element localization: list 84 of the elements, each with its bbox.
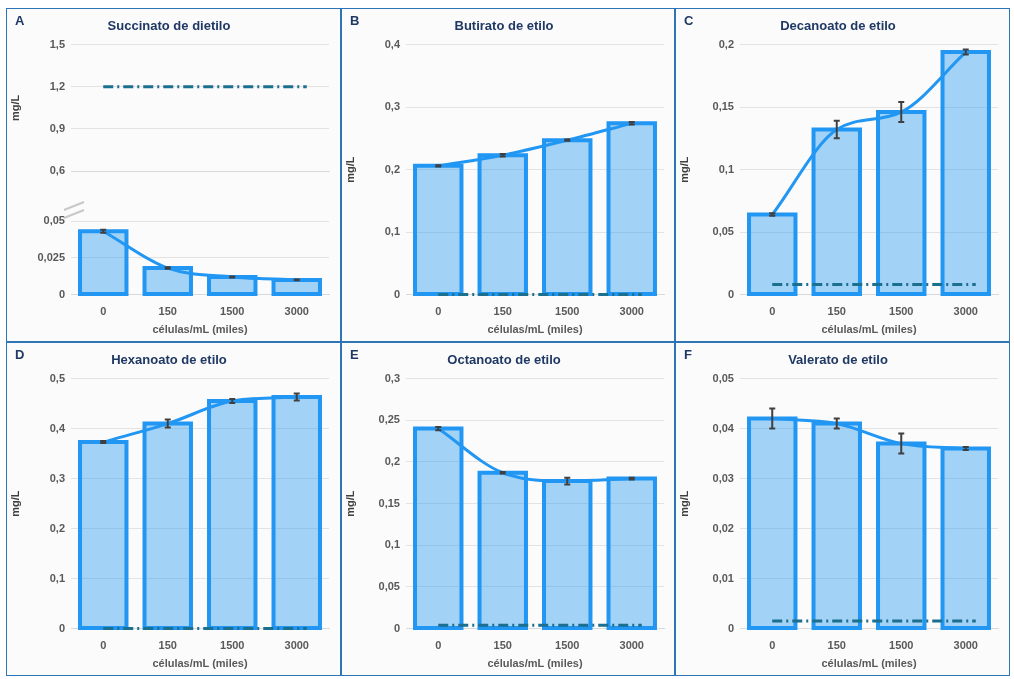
x-tick-label: 0: [434, 639, 441, 652]
chart-title: Hexanoato de etilo: [111, 352, 227, 368]
x-axis-title: células/mL (miles): [487, 323, 583, 336]
y-tick-label: 0: [728, 287, 735, 300]
y-tick-label: 0,05: [378, 579, 400, 592]
y-tick-label: 0: [58, 621, 65, 634]
x-tick-label: 150: [827, 639, 847, 652]
text: A: [15, 13, 25, 29]
x-axis-title: células/mL (miles): [152, 657, 248, 670]
x-tick-label: 3000: [953, 639, 979, 652]
y-tick-label: 0,01: [712, 571, 735, 584]
y-tick-label: 0,6: [49, 164, 65, 177]
y-tick-label: 0,1: [384, 225, 400, 238]
x-tick-label: 3000: [619, 305, 644, 318]
chart-title: Butirato de etilo: [454, 18, 554, 34]
text: D: [15, 347, 25, 363]
y-tick-label: 0,03: [712, 471, 735, 484]
y-tick-label: 0,4: [384, 37, 401, 50]
x-axis-title: células/mL (miles): [152, 323, 248, 336]
x-tick-label: 3000: [284, 305, 309, 318]
y-tick-label: 0,2: [719, 37, 735, 50]
y-tick-label: 0,5: [49, 371, 65, 384]
y-tick-label: 0,2: [384, 454, 400, 467]
y-axis-title: mg/L: [8, 94, 21, 121]
y-tick-label: 0,05: [43, 214, 65, 227]
chart-title: Decanoato de etilo: [780, 18, 897, 34]
y-tick-label: 1,5: [49, 37, 65, 50]
x-tick-label: 1500: [554, 305, 580, 318]
y-tick-label: 0,3: [384, 371, 400, 384]
y-tick-label: 0,2: [49, 521, 65, 534]
y-tick-label: 0,25: [378, 413, 400, 426]
x-tick-label: 0: [769, 305, 776, 318]
x-tick-label: 0: [769, 639, 776, 652]
y-tick-label: 0,05: [712, 225, 735, 238]
y-axis-title: mg/L: [677, 156, 690, 183]
x-tick-label: 0: [100, 639, 107, 652]
y-tick-label: 0,04: [712, 421, 736, 434]
y-tick-label: 0: [58, 287, 65, 300]
x-tick-label: 150: [158, 639, 177, 652]
text: B: [349, 13, 360, 29]
y-tick-label: 0,02: [712, 521, 735, 534]
x-tick-label: 150: [493, 305, 512, 318]
y-tick-label: 0: [393, 621, 400, 634]
chart-title: Succinato de dietilo: [107, 18, 231, 34]
x-tick-label: 1500: [220, 639, 245, 652]
text: F: [684, 347, 693, 363]
y-tick-label: 0,15: [378, 496, 400, 509]
text: C: [684, 13, 695, 29]
y-tick-label: 0,2: [384, 162, 400, 175]
y-tick-label: 0,3: [49, 471, 65, 484]
x-tick-label: 1500: [220, 305, 245, 318]
y-tick-label: 0,9: [49, 121, 65, 134]
x-tick-label: 1500: [889, 305, 914, 318]
text: E: [349, 347, 359, 363]
x-tick-label: 0: [100, 305, 107, 318]
x-tick-label: 150: [158, 305, 177, 318]
y-tick-label: 0: [393, 287, 400, 300]
chart-title: Octanoato de etilo: [446, 352, 561, 368]
x-tick-label: 3000: [284, 639, 309, 652]
x-tick-label: 0: [434, 305, 441, 318]
y-tick-label: 0,025: [37, 250, 65, 263]
y-axis-title: mg/L: [343, 490, 356, 517]
x-tick-label: 3000: [619, 639, 644, 652]
x-tick-label: 1500: [889, 639, 914, 652]
x-tick-label: 1500: [554, 639, 580, 652]
y-tick-label: 0,1: [49, 571, 65, 584]
y-axis-title: mg/L: [8, 490, 21, 517]
x-axis-title: células/mL (miles): [821, 657, 918, 670]
y-tick-label: 0,05: [712, 371, 735, 384]
x-tick-label: 150: [493, 639, 512, 652]
y-tick-label: 0,4: [49, 421, 66, 434]
x-axis-title: células/mL (miles): [821, 323, 918, 336]
x-tick-label: 3000: [953, 305, 979, 318]
y-axis-title: mg/L: [677, 490, 690, 517]
y-tick-label: 0,3: [384, 100, 400, 113]
chart-title: Valerato de etilo: [788, 352, 889, 368]
y-tick-label: 0,15: [712, 100, 735, 113]
x-tick-label: 150: [827, 305, 847, 318]
y-tick-label: 0,1: [384, 538, 400, 551]
y-tick-label: 0,1: [719, 162, 735, 175]
y-axis-title: mg/L: [343, 156, 356, 183]
y-tick-label: 0: [728, 621, 735, 634]
x-axis-title: células/mL (miles): [487, 657, 583, 670]
y-tick-label: 1,2: [49, 79, 65, 92]
